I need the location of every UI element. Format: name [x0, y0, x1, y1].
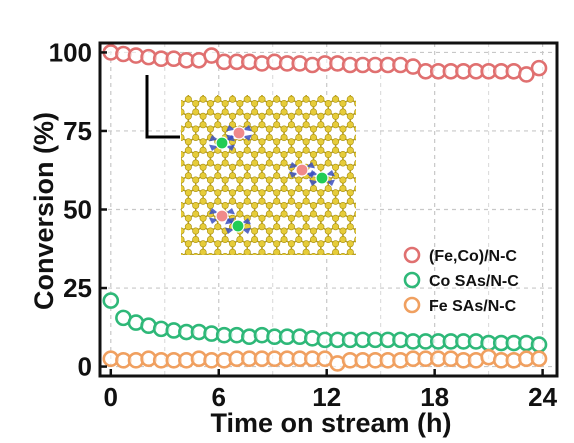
x-tick-label: 0 [104, 382, 118, 412]
legend: (Fe,Co)/N-C Co SAs/N-C Fe SAs/N-C [403, 246, 519, 315]
legend-label-1: Co SAs/N-C [429, 273, 519, 290]
y-tick-label: 0 [78, 352, 92, 382]
y-tick-label: 100 [49, 37, 92, 67]
y-tick-label: 25 [63, 273, 92, 303]
x-tick-label: 18 [420, 382, 449, 412]
legend-marker-0 [403, 246, 421, 264]
legend-marker-1 [403, 271, 421, 289]
x-axis-title: Time on stream (h) [210, 408, 451, 438]
data-markers [102, 44, 548, 372]
legend-label-2: Fe SAs/N-C [429, 298, 517, 315]
y-tick-label: 75 [63, 116, 92, 146]
x-tick-label: 24 [528, 382, 557, 412]
y-tick-label: 50 [63, 195, 92, 225]
legend-label-0: (Fe,Co)/N-C [429, 248, 517, 265]
marker-series-1-point-0 [102, 292, 120, 309]
x-tick-label: 12 [312, 382, 341, 412]
inset-pointer-line [145, 75, 180, 139]
marker-series-0-point-33 [518, 66, 535, 83]
marker-series-1-point-34 [530, 336, 548, 353]
inset-atomic-structure [181, 95, 356, 255]
marker-series-0-point-8 [203, 47, 220, 64]
x-tick-label: 6 [212, 382, 226, 412]
y-axis-title: Conversion (%) [29, 112, 59, 310]
marker-series-2-point-34 [530, 350, 548, 368]
marker-series-0-point-34 [530, 59, 548, 77]
axis-ticks: 0 6 12 18 24 0 25 50 75 100 [49, 37, 558, 412]
legend-marker-2 [403, 296, 421, 314]
